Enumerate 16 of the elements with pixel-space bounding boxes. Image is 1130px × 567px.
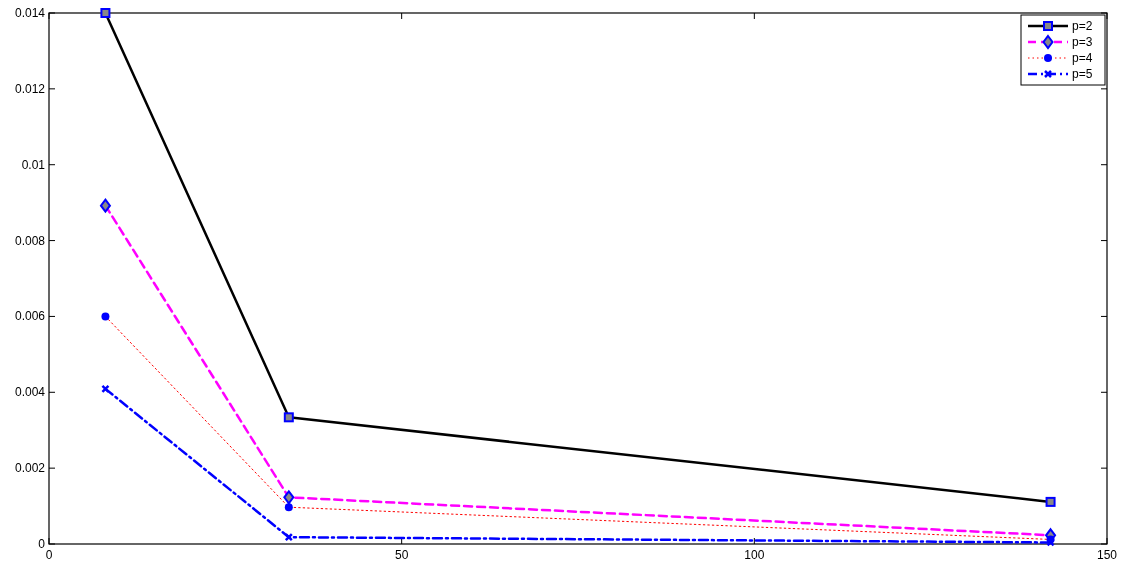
y-tick-label: 0.01 [21, 157, 46, 172]
x-tick-label: 50 [394, 548, 409, 562]
x-tick-label: 150 [1096, 548, 1118, 562]
y-tick-label: 0.012 [14, 81, 46, 96]
x-tick-label: 100 [744, 548, 765, 562]
legend-label: p=4 [1072, 51, 1093, 65]
point [101, 384, 110, 394]
legend-label: p=2 [1072, 19, 1093, 33]
y-tick-label: 0.006 [14, 309, 46, 324]
y-tick-label: 0.004 [14, 385, 46, 400]
y-tick-label: 0 [38, 537, 46, 551]
legend-label: p=3 [1072, 35, 1093, 49]
y-tick-label: 0.014 [14, 6, 46, 20]
legend-label: p=5 [1072, 67, 1093, 81]
y-tick-label: 0.002 [14, 461, 46, 476]
y-tick-label: 0.008 [14, 233, 46, 248]
